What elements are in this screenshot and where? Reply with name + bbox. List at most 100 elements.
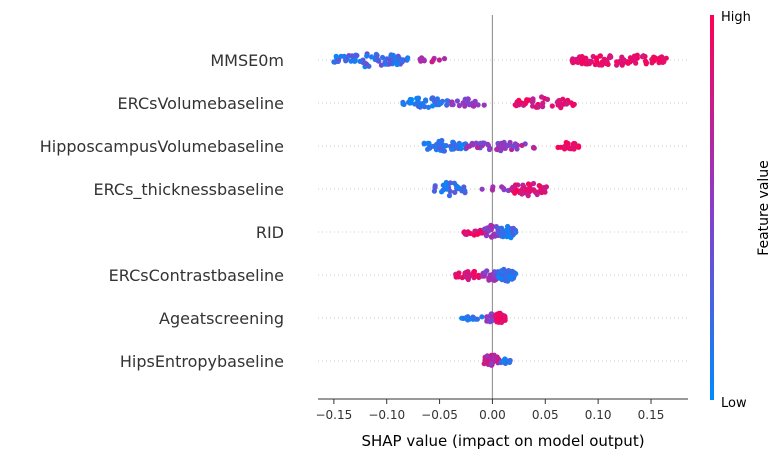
shap-point (500, 232, 506, 238)
shap-point (496, 311, 502, 317)
shap-point (444, 186, 450, 192)
x-tick-label: 0.05 (532, 408, 559, 422)
shap-point (593, 55, 600, 61)
shap-point (475, 102, 481, 108)
feature-label: HipsEntropybaseline (120, 352, 284, 371)
shap-point (568, 146, 575, 152)
shap-point (579, 54, 585, 60)
shap-point (400, 101, 406, 107)
shap-point (640, 53, 647, 59)
shap-point (539, 94, 545, 100)
shap-point (558, 105, 564, 111)
shap-point (530, 99, 536, 105)
shap-point (474, 144, 481, 151)
shap-point (456, 270, 462, 276)
shap-point (439, 189, 445, 195)
shap-point (463, 314, 470, 321)
shap-point (528, 187, 534, 193)
shap-point (465, 96, 471, 102)
shap-point (540, 100, 546, 106)
shap-point (459, 315, 465, 321)
shap-point (576, 144, 582, 150)
shap-point (501, 266, 507, 272)
shap-point (472, 273, 478, 279)
shap-point (426, 140, 432, 146)
shap-point (447, 180, 453, 186)
x-tick-label: 0.00 (479, 408, 506, 422)
feature-label: RID (256, 223, 284, 242)
shap-point (462, 103, 468, 109)
shap-point (425, 146, 431, 152)
shap-point (507, 359, 513, 365)
shap-point (572, 141, 578, 148)
shap-point (443, 182, 449, 188)
shap-point (409, 97, 415, 103)
colorbar-gradient (710, 15, 714, 400)
shap-point (525, 193, 531, 199)
shap-point (415, 99, 421, 105)
shap-point (509, 186, 515, 192)
shap-point (343, 58, 349, 64)
shap-point (541, 185, 547, 191)
x-tick-label: −0.10 (368, 408, 405, 422)
shap-point (633, 60, 639, 66)
shap-point (430, 103, 436, 109)
shap-point (514, 187, 520, 194)
shap-point (534, 191, 540, 198)
shap-point (474, 316, 480, 322)
shap-point (510, 226, 516, 232)
shap-point (450, 102, 456, 108)
colorbar-title: Feature value (756, 160, 772, 256)
feature-label: ERCsContrastbaseline (109, 266, 284, 285)
shap-point (450, 139, 456, 145)
x-tick-label: 0.10 (585, 408, 612, 422)
x-axis-ticks: −0.15 −0.10 −0.05 0.00 0.05 0.10 0.15 (315, 399, 664, 422)
shap-point (454, 98, 460, 104)
shap-point (354, 52, 360, 59)
shap-point (558, 144, 564, 150)
shap-point (503, 278, 509, 284)
shap-point (479, 186, 485, 192)
feature-label: HipposcampusVolumebaseline (40, 137, 284, 156)
shap-point (584, 61, 591, 67)
shap-point (495, 230, 501, 236)
shap-point (421, 140, 427, 146)
shap-point (564, 101, 570, 107)
shap-point (479, 273, 485, 279)
shap-point (452, 189, 458, 195)
shap-point (394, 61, 400, 68)
shap-point (491, 273, 497, 279)
shap-point (422, 104, 428, 110)
shap-point (352, 58, 358, 64)
shap-point (436, 57, 442, 63)
colorbar-low-label: Low (721, 396, 747, 411)
shap-point (374, 52, 380, 59)
shap-point (432, 185, 438, 191)
shap-point (453, 274, 459, 280)
shap-point (514, 101, 520, 107)
shap-point (530, 180, 537, 187)
shap-point (475, 231, 481, 237)
shap-point (516, 97, 522, 103)
colorbar: High Low Feature value (710, 10, 772, 411)
shap-point (597, 53, 604, 59)
shap-point (376, 58, 382, 64)
shap-point (486, 146, 493, 153)
shap-point (649, 60, 655, 66)
shap-point (617, 59, 623, 65)
shap-point (489, 318, 495, 324)
shap-point (489, 234, 495, 240)
shap-point (563, 139, 569, 146)
shap-point (473, 140, 479, 146)
shap-point (368, 54, 375, 60)
shap-point (494, 146, 500, 152)
shap-point (357, 58, 363, 64)
x-axis-title: SHAP value (impact on model output) (361, 432, 644, 450)
shap-point (437, 100, 443, 106)
shap-point (549, 103, 555, 109)
shap-point (502, 316, 508, 322)
shap-point (333, 53, 339, 60)
shap-point (505, 268, 512, 274)
shap-point (628, 56, 634, 62)
